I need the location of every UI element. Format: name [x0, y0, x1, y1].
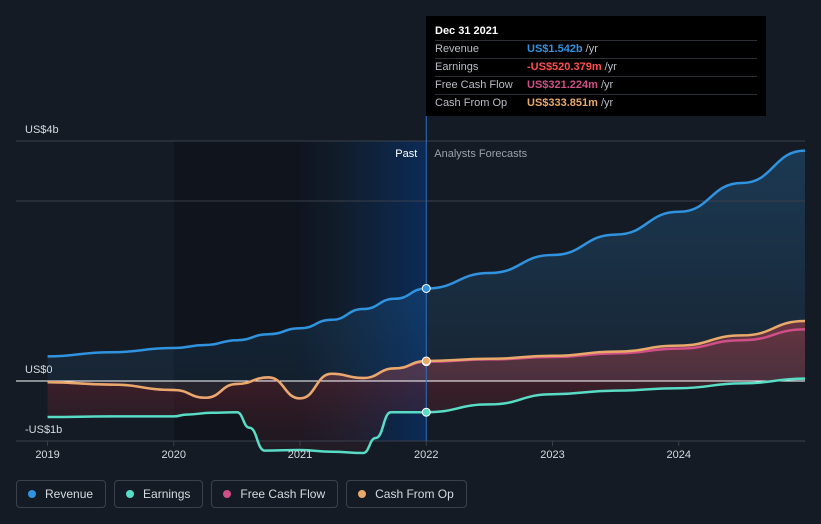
legend-label: Revenue	[45, 487, 94, 501]
legend-item-revenue[interactable]: Revenue	[16, 480, 107, 508]
tooltip-label: Free Cash Flow	[435, 79, 513, 91]
tooltip-row-free-cash-flow: Free Cash Flow US$321.224m /yr	[435, 76, 757, 94]
label-layer: 2019 2020 2021 2022 2023 2024 US$4b US$0 -US$1b P…	[25, 124, 691, 461]
legend-item-cash-from-op[interactable]: Cash From Op	[346, 480, 467, 508]
tooltip-value: -US$520.379m	[527, 61, 602, 73]
tooltip-unit: /yr	[585, 43, 598, 55]
tooltip-label: Earnings	[435, 61, 479, 73]
tooltip-row-earnings: Earnings -US$520.379m /yr	[435, 58, 757, 76]
tooltip-row-cash-from-op: Cash From Op US$333.851m /yr	[435, 94, 757, 112]
past-label: Past	[395, 148, 417, 160]
tooltip: Dec 31 2021 Revenue US$1.542b /yr Earnin…	[426, 16, 766, 116]
cash-from-op-line	[47, 319, 806, 400]
x-tick-label: 2022	[414, 449, 438, 461]
grid-layer	[16, 116, 805, 446]
tooltip-unit: /yr	[600, 79, 614, 91]
legend-dot-icon	[223, 490, 232, 498]
x-tick-label: 2023	[540, 449, 564, 461]
x-tick-label: 2019	[35, 449, 59, 461]
tooltip-label: Revenue	[435, 43, 480, 55]
forecast-label: Analysts Forecasts	[434, 148, 527, 160]
x-tick-label: 2021	[288, 449, 312, 461]
legend-dot-icon	[28, 490, 36, 498]
tooltip-date: Dec 31 2021	[435, 25, 498, 37]
cash-area	[47, 321, 806, 399]
line-layer	[47, 149, 806, 455]
revenue-marker	[421, 283, 431, 293]
y-axis-label: -US$1b	[25, 424, 62, 436]
revenue-area	[47, 150, 806, 381]
y-axis-label: US$4b	[25, 124, 59, 136]
legend-dot-icon	[358, 490, 367, 498]
tooltip-unit: /yr	[604, 61, 617, 73]
revenue-line	[47, 149, 806, 358]
legend-item-free-cash-flow[interactable]: Free Cash Flow	[211, 480, 339, 508]
tooltip-row-revenue: Revenue US$1.542b /yr	[435, 40, 757, 58]
legend-label: Cash From Op	[375, 487, 454, 501]
cash-from-op-marker	[421, 356, 431, 366]
legend-dot-icon	[126, 490, 135, 498]
legend-label: Free Cash Flow	[240, 487, 326, 501]
tooltip-value: US$333.851m	[527, 97, 598, 109]
tooltip-unit: /yr	[600, 97, 614, 109]
background-layer	[173, 141, 427, 441]
tooltip-value: US$1.542b	[527, 43, 583, 55]
legend: Revenue Earnings Free Cash Flow Cash Fro…	[16, 480, 467, 510]
x-tick-label: 2024	[667, 449, 691, 461]
tooltip-value: US$321.224m	[527, 79, 598, 91]
legend-label: Earnings	[143, 487, 191, 501]
y-axis-label: US$0	[25, 364, 53, 376]
earnings-line	[47, 377, 806, 455]
legend-item-earnings[interactable]: Earnings	[114, 480, 204, 508]
x-tick-label: 2020	[162, 449, 186, 461]
earnings-marker	[421, 407, 431, 417]
tooltip-label: Cash From Op	[435, 97, 508, 109]
